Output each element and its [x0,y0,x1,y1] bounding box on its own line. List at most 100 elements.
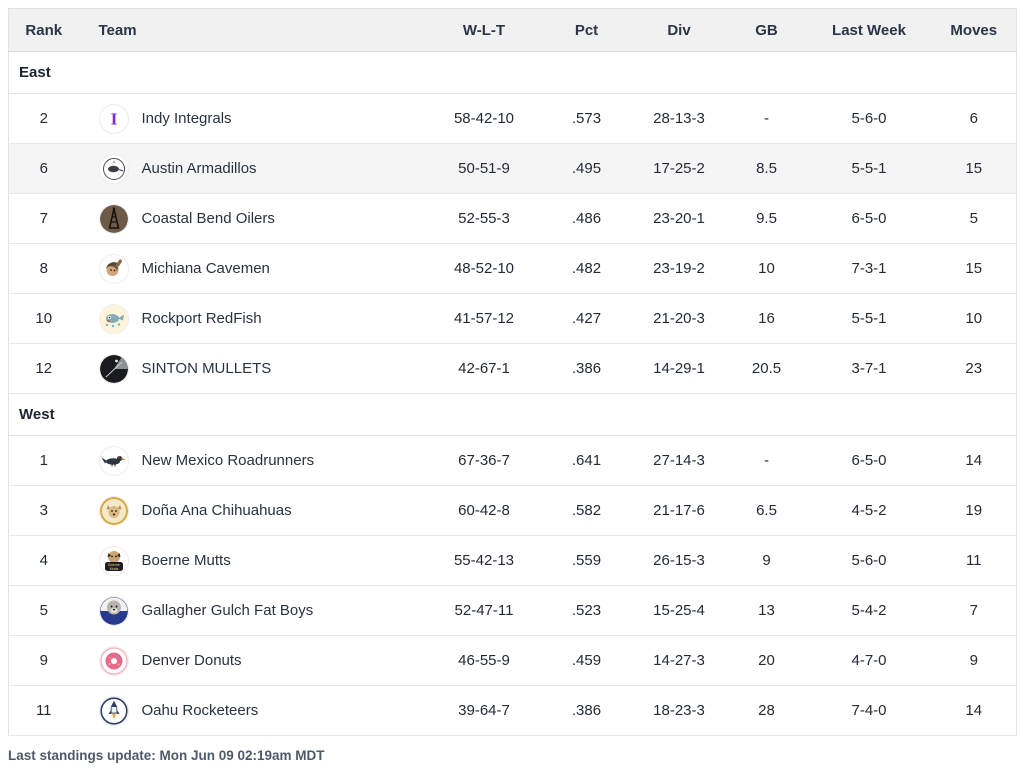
team-cell: SINTON MULLETS [78,343,427,394]
standings-table: Rank Team W-L-T Pct Div GB Last Week Moves East… [8,8,1017,736]
gb-cell: 8.5 [726,143,807,194]
wlt-cell: 42-67-1 [426,343,542,394]
armadillo-icon[interactable]: A [98,153,129,184]
gb-cell: 20.5 [726,343,807,394]
last-week-cell: 7-3-1 [806,243,932,294]
gb-cell: 9 [726,535,807,586]
team-row: 8 Michiana Cavemen 48-52-10.482 23-19-2 10 7-… [8,243,1017,294]
team-name-link[interactable]: Austin Armadillos [141,160,257,177]
team-name-link[interactable]: Rockport RedFish [141,310,262,327]
pct-cell: .482 [541,243,632,294]
donut-icon[interactable] [98,645,129,676]
team-name-link[interactable]: New Mexico Roadrunners [141,452,315,469]
div-cell: 21-17-6 [631,485,727,536]
rank-cell: 1 [8,435,79,486]
rank-cell: 10 [8,293,79,344]
team-name-link[interactable]: SINTON MULLETS [141,360,272,377]
pct-cell: .641 [541,435,632,486]
column-header-rank: Rank [8,8,79,52]
div-cell: 26-15-3 [631,535,727,586]
wlt-cell: 48-52-10 [426,243,542,294]
moves-cell: 15 [931,143,1017,194]
team-name-link[interactable]: Doña Ana Chihuahuas [141,502,292,519]
standings-header: Rank Team W-L-T Pct Div GB Last Week Moves [8,8,1017,52]
pct-cell: .523 [541,585,632,636]
wlt-cell: 52-55-3 [426,193,542,244]
moves-cell: 14 [931,685,1017,736]
div-cell: 28-13-3 [631,93,727,144]
team-name-link[interactable]: Coastal Bend Oilers [141,210,275,227]
mullet-icon[interactable] [98,353,129,384]
last-week-cell: 6-5-0 [806,193,932,244]
svg-text:Mutts: Mutts [109,566,118,570]
svg-text:I: I [110,109,117,128]
roadrunner-icon[interactable] [98,445,129,476]
team-name-link[interactable]: Michiana Cavemen [141,260,270,277]
team-cell: Denver Donuts [78,635,427,686]
team-row: 7 Coastal Bend Oilers 52-55-3.486 23-20-1 9.… [8,193,1017,244]
rank-cell: 6 [8,143,79,194]
chihuahua-icon[interactable] [98,495,129,526]
wlt-cell: 39-64-7 [426,685,542,736]
team-row: 10 Rockport RedFish 41-57-12.427 21-20-3 16 5… [8,293,1017,344]
team-identity: SINTON MULLETS [79,353,427,384]
team-name-link[interactable]: Oahu Rocketeers [141,702,259,719]
team-name-link[interactable]: Gallagher Gulch Fat Boys [141,602,314,619]
wlt-cell: 52-47-11 [426,585,542,636]
team-name-link[interactable]: Indy Integrals [141,110,232,127]
rank-cell: 11 [8,685,79,736]
div-cell: 14-29-1 [631,343,727,394]
team-cell: Coastal Bend Oilers [78,193,427,244]
caveman-icon[interactable] [98,253,129,284]
team-row: 2 I Indy Integrals 58-42-10.573 28-13-3-5-6-… [8,93,1017,144]
wlt-cell: 58-42-10 [426,93,542,144]
moves-cell: 9 [931,635,1017,686]
section-header-east: East [8,51,1017,94]
fat-boys-bulldog-icon[interactable] [98,595,129,626]
standings-body: East 2 I Indy Integrals 58-42-10.573 28-13-3-… [8,51,1017,736]
rank-cell: 2 [8,93,79,144]
column-header-team: Team [78,8,427,52]
column-header-div: Div [631,8,727,52]
team-name-link[interactable]: Denver Donuts [141,652,242,669]
team-identity: New Mexico Roadrunners [79,445,427,476]
team-row: 11 Oahu Rocketeers 39-64-7.386 18-23-3 28 7-4… [8,685,1017,736]
oil-derrick-icon[interactable] [98,203,129,234]
pct-cell: .495 [541,143,632,194]
gb-cell: 13 [726,585,807,636]
gb-cell: 10 [726,243,807,294]
gb-cell: 9.5 [726,193,807,244]
rocket-icon[interactable] [98,695,129,726]
header-row: Rank Team W-L-T Pct Div GB Last Week Moves [8,8,1017,52]
last-week-cell: 5-6-0 [806,93,932,144]
pct-cell: .427 [541,293,632,344]
team-cell: Gallagher Gulch Fat Boys [78,585,427,636]
last-week-cell: 7-4-0 [806,685,932,736]
team-identity: A Austin Armadillos [79,153,427,184]
redfish-icon[interactable] [98,303,129,334]
svg-text:Boerne: Boerne [108,563,120,567]
div-cell: 23-20-1 [631,193,727,244]
rank-cell: 7 [8,193,79,244]
moves-cell: 23 [931,343,1017,394]
moves-cell: 14 [931,435,1017,486]
last-week-cell: 5-5-1 [806,143,932,194]
team-identity: I Indy Integrals [79,103,427,134]
gb-cell: - [726,93,807,144]
boerne-mutt-icon[interactable]: Boerne Mutts [98,545,129,576]
column-header-last-week: Last Week [806,8,932,52]
rank-cell: 5 [8,585,79,636]
integral-icon[interactable]: I [98,103,129,134]
pct-cell: .582 [541,485,632,536]
section-label: West [8,393,1017,436]
team-cell: A Austin Armadillos [78,143,427,194]
moves-cell: 6 [931,93,1017,144]
team-name-link[interactable]: Boerne Mutts [141,552,231,569]
moves-cell: 19 [931,485,1017,536]
pct-cell: .386 [541,343,632,394]
gb-cell: 20 [726,635,807,686]
team-row: 3 Doña Ana Chihuahuas 60-42-8.582 21-17-6 6.… [8,485,1017,536]
pct-cell: .559 [541,535,632,586]
team-identity: Doña Ana Chihuahuas [79,495,427,526]
team-cell: Rockport RedFish [78,293,427,344]
